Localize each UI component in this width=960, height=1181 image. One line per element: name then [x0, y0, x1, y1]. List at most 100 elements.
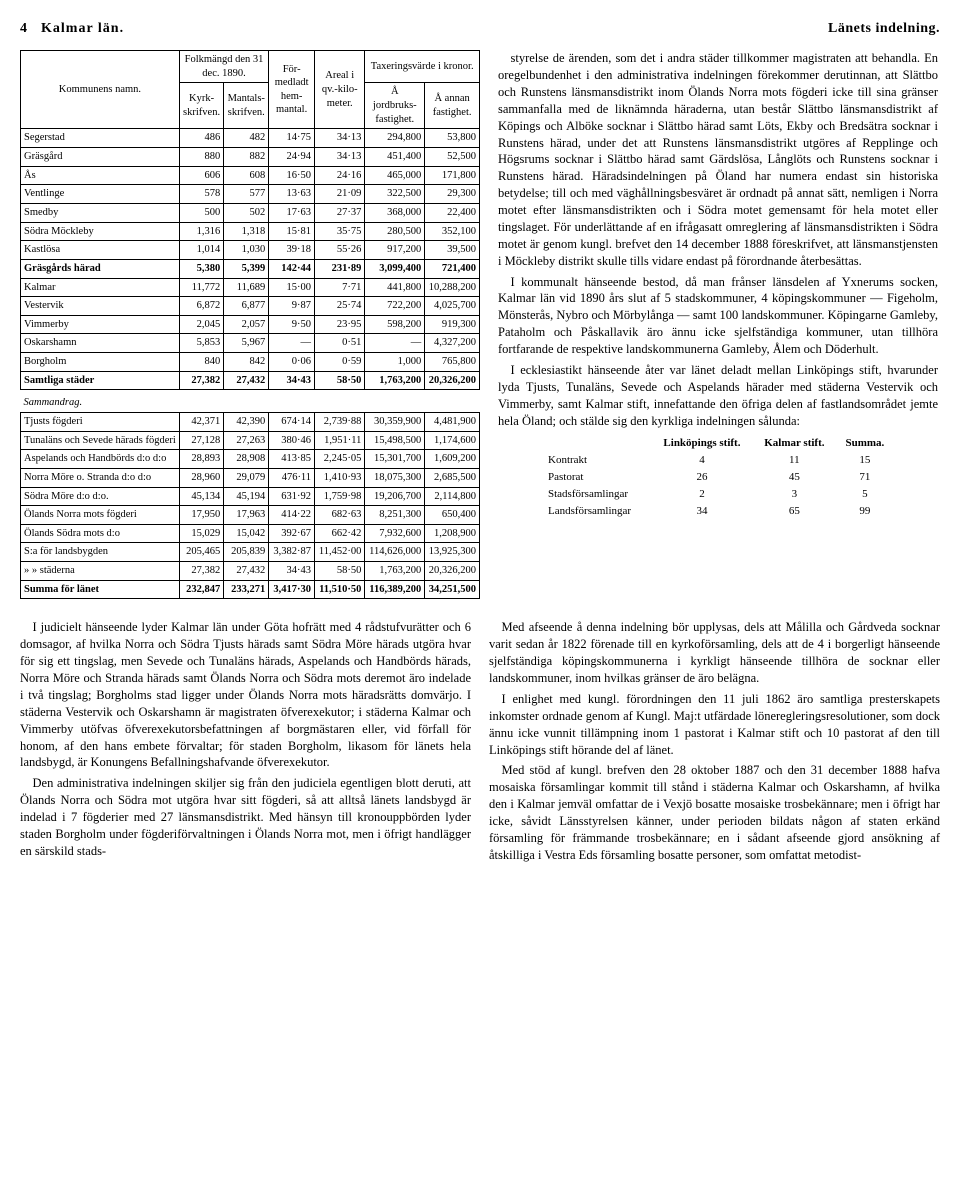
table-cell: 392·67 [269, 524, 315, 543]
right-p1: styrelse de ärenden, som det i andra stä… [498, 50, 938, 269]
table-cell: 13,925,300 [425, 543, 480, 562]
stift-cell: 11 [753, 452, 836, 469]
lower-left-text: I judicielt hänseende lyder Kalmar län u… [20, 619, 471, 867]
stift-cell: 65 [753, 503, 836, 520]
stift-row: Landsförsamlingar346599 [542, 503, 894, 520]
table-cell: 24·94 [269, 148, 315, 167]
table-cell: 608 [224, 166, 269, 185]
table-cell: 55·26 [315, 241, 365, 260]
stift-row: Kontrakt41115 [542, 452, 894, 469]
table-cell: 3,382·87 [269, 543, 315, 562]
lr-p1: Med afseende å denna indelning bör upply… [489, 619, 940, 687]
table-cell: 28,893 [179, 450, 223, 469]
table-cell: 882 [224, 148, 269, 167]
table-cell: 11,689 [224, 278, 269, 297]
table-cell: 11,772 [179, 278, 223, 297]
table-cell: 232,847 [179, 580, 223, 599]
table-cell: — [269, 334, 315, 353]
table-cell: Tunaläns och Sevede härads fögderi [21, 431, 180, 450]
table-cell: 34·43 [269, 371, 315, 390]
table-cell: 23·95 [315, 315, 365, 334]
table-cell: 482 [224, 129, 269, 148]
table-row: Segerstad48648214·7534·13294,80053,800 [21, 129, 480, 148]
table-cell: 231·89 [315, 259, 365, 278]
table-cell: Norra Möre o. Stranda d:o d:o [21, 468, 180, 487]
table-cell: 5,967 [224, 334, 269, 353]
table-cell: 1,316 [179, 222, 223, 241]
lower-right-text: Med afseende å denna indelning bör upply… [489, 619, 940, 867]
stift-cell: 4 [651, 452, 753, 469]
table-cell: 19,206,700 [365, 487, 425, 506]
table-cell: 3,099,400 [365, 259, 425, 278]
page-header: 4 Kalmar län. Länets indelning. [20, 20, 940, 38]
table-cell: 114,626,000 [365, 543, 425, 562]
table-cell: 29,300 [425, 185, 480, 204]
table-cell: 722,200 [365, 297, 425, 316]
table-cell: 8,251,300 [365, 506, 425, 525]
stift-cell: Landsförsamlingar [542, 503, 651, 520]
table-cell: 650,400 [425, 506, 480, 525]
right-p2: I kommunalt hänseende bestod, då man frå… [498, 274, 938, 358]
table-cell: Ölands Norra mots fögderi [21, 506, 180, 525]
stift-cell: Kontrakt [542, 452, 651, 469]
table-row: Smedby50050217·6327·37368,00022,400 [21, 203, 480, 222]
table-cell: 42,371 [179, 413, 223, 432]
table-cell: 34,251,500 [425, 580, 480, 599]
table-cell: 30,359,900 [365, 413, 425, 432]
title-right: Länets indelning. [828, 20, 940, 38]
table-cell: 27,382 [179, 562, 223, 581]
table-cell: 502 [224, 203, 269, 222]
table-cell: 2,739·88 [315, 413, 365, 432]
table-cell: 2,114,800 [425, 487, 480, 506]
stift-table: Linköpings stift. Kalmar stift. Summa. K… [542, 435, 894, 519]
table-row: Aspelands och Handbörds d:o d:o28,89328,… [21, 450, 480, 469]
table-row: Vimmerby2,0452,0579·5023·95598,200919,30… [21, 315, 480, 334]
th-kommun: Kommunens namn. [21, 51, 180, 129]
table-cell: 5,853 [179, 334, 223, 353]
th-annan: Å annan fastighet. [425, 83, 480, 129]
table-cell: 14·75 [269, 129, 315, 148]
table-row: Tunaläns och Sevede härads fögderi27,128… [21, 431, 480, 450]
table-cell: 18,075,300 [365, 468, 425, 487]
table-row: Kalmar11,77211,68915·007·71441,80010,288… [21, 278, 480, 297]
table-row: Vestervik6,8726,8779·8725·74722,2004,025… [21, 297, 480, 316]
stift-cell: 26 [651, 469, 753, 486]
table-cell: 441,800 [365, 278, 425, 297]
table-cell: Ventlinge [21, 185, 180, 204]
table-cell: 6,872 [179, 297, 223, 316]
table-cell: Södra Möre d:o d:o. [21, 487, 180, 506]
table-cell: 205,465 [179, 543, 223, 562]
stift-cell: 45 [753, 469, 836, 486]
table-cell: 1,208,900 [425, 524, 480, 543]
table-cell: 606 [179, 166, 223, 185]
table-row: Gräsgårds härad5,3805,399142·44231·893,0… [21, 259, 480, 278]
table-cell: 1,609,200 [425, 450, 480, 469]
table-cell: 674·14 [269, 413, 315, 432]
table-cell: 10,288,200 [425, 278, 480, 297]
table-cell: 15·81 [269, 222, 315, 241]
table-cell: 7,932,600 [365, 524, 425, 543]
st-h4: Summa. [836, 435, 894, 452]
table-row: Södra Möckleby1,3161,31815·8135·75280,50… [21, 222, 480, 241]
table-cell: 414·22 [269, 506, 315, 525]
table-cell: 25·74 [315, 297, 365, 316]
th-areal: Areal i qv.-kilo-meter. [315, 51, 365, 129]
table-cell: 1,014 [179, 241, 223, 260]
stift-cell: 5 [836, 486, 894, 503]
table-cell: 34·13 [315, 148, 365, 167]
table-cell: 58·50 [315, 562, 365, 581]
table-cell: 6,877 [224, 297, 269, 316]
table-cell: 578 [179, 185, 223, 204]
table-cell: 15,029 [179, 524, 223, 543]
table-cell: Samtliga städer [21, 371, 180, 390]
table-cell: 352,100 [425, 222, 480, 241]
table-cell: 52,500 [425, 148, 480, 167]
table-cell: 13·63 [269, 185, 315, 204]
table-cell: 3,417·30 [269, 580, 315, 599]
table-cell: 27·37 [315, 203, 365, 222]
table-cell: 27,432 [224, 371, 269, 390]
table-cell: Oskarshamn [21, 334, 180, 353]
stift-cell: 15 [836, 452, 894, 469]
lr-p3: Med stöd af kungl. brefven den 28 oktobe… [489, 762, 940, 863]
stift-row: Stadsförsamlingar235 [542, 486, 894, 503]
